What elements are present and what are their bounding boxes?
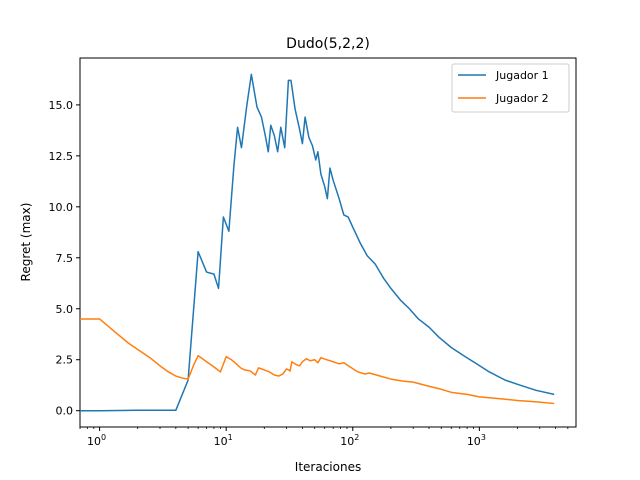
- x-tick-label-2: 102: [340, 433, 359, 448]
- y-tick-label-2: 5.0: [56, 303, 74, 316]
- chart-title: Dudo(5,2,2): [286, 36, 370, 52]
- x-axis: 100 101 102 103: [79, 427, 569, 448]
- series-group: [80, 73, 555, 412]
- x-axis-label: Iteraciones: [295, 460, 361, 474]
- legend: Jugador 1 Jugador 2: [451, 63, 570, 113]
- plot-area: 100 101 102 103 0.0 2.5 5.0 7.5 10.0 12.5 15.0: [49, 57, 577, 448]
- y-tick-label-1: 2.5: [56, 354, 74, 367]
- x-tick-label-0: 100: [87, 433, 106, 448]
- series-line-1: [80, 73, 555, 412]
- x-tick-label-1: 101: [214, 433, 233, 448]
- y-tick-label-6: 15.0: [49, 99, 74, 112]
- y-tick-label-4: 10.0: [49, 201, 74, 214]
- y-axis: 0.0 2.5 5.0 7.5 10.0 12.5 15.0: [49, 99, 80, 418]
- y-tick-label-5: 12.5: [49, 150, 74, 163]
- series-line-2: [80, 318, 555, 405]
- legend-label-jugador-2: Jugador 2: [495, 92, 549, 105]
- y-axis-label: Regret (max): [19, 203, 33, 282]
- y-tick-label-0: 0.0: [56, 405, 74, 418]
- legend-frame: [451, 63, 570, 113]
- y-tick-label-3: 7.5: [56, 252, 74, 265]
- plot-frame: [79, 57, 577, 428]
- legend-label-jugador-1: Jugador 1: [495, 69, 549, 82]
- x-tick-label-3: 103: [467, 433, 486, 448]
